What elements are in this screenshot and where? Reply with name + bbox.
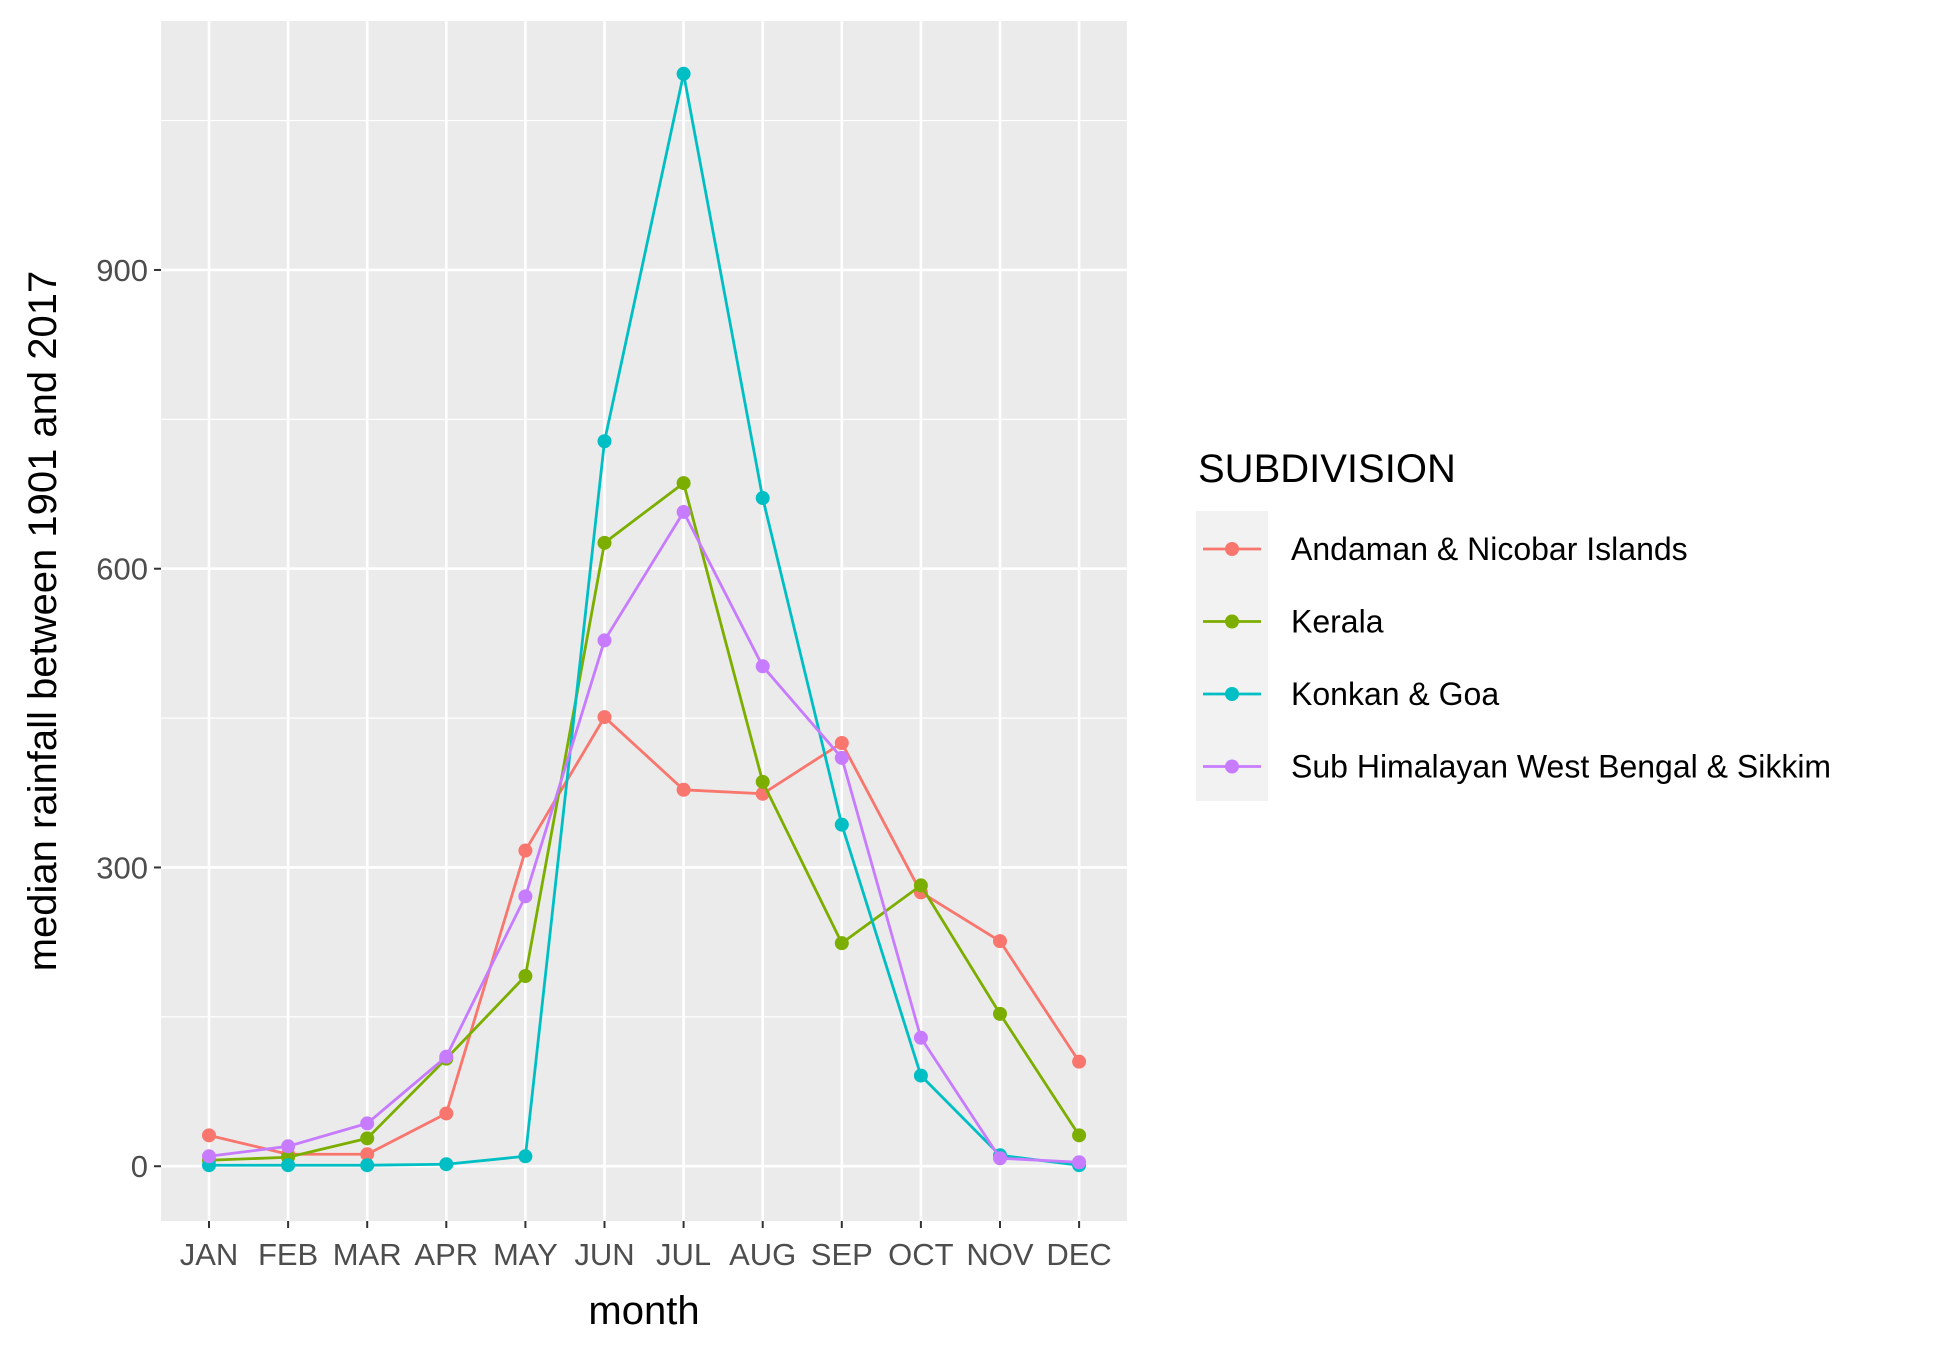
data-point xyxy=(360,1131,375,1146)
legend-key-point xyxy=(1225,542,1239,556)
data-point xyxy=(518,843,533,858)
data-point xyxy=(518,1149,533,1164)
x-tick-label: JAN xyxy=(180,1237,239,1272)
data-point xyxy=(676,476,691,491)
data-point xyxy=(834,936,849,951)
data-point xyxy=(993,1151,1007,1166)
data-point xyxy=(913,1068,928,1083)
data-point xyxy=(676,504,691,519)
y-tick-label: 0 xyxy=(131,1149,148,1184)
data-point xyxy=(439,1049,454,1064)
y-axis: 0 300 600 900 xyxy=(96,253,161,1184)
x-tick-label: AUG xyxy=(729,1237,796,1272)
series-line xyxy=(208,715,1081,1156)
y-tick-label: 600 xyxy=(96,552,148,587)
x-tick-label: JUN xyxy=(574,1237,634,1272)
data-point xyxy=(755,659,770,674)
data-point xyxy=(281,1139,296,1154)
series-line xyxy=(209,72,1080,1167)
data-point xyxy=(360,1116,375,1131)
data-point xyxy=(913,878,928,893)
legend-key-point xyxy=(1225,614,1239,629)
legend-label: Konkan & Goa xyxy=(1291,676,1499,712)
legend-label: Andaman & Nicobar Islands xyxy=(1291,531,1688,567)
data-point xyxy=(834,817,849,832)
series-3 xyxy=(202,504,1087,1170)
x-axis: JAN FEB MAR APR MAY JUN JUL AUG SEP OCT NOV DEC xyxy=(180,1221,1112,1272)
data-point xyxy=(1072,1054,1087,1069)
x-tick-label: OCT xyxy=(888,1237,954,1272)
legend-key-point xyxy=(1225,759,1239,774)
data-point xyxy=(597,710,612,725)
data-point xyxy=(439,1106,454,1121)
data-point xyxy=(597,434,612,449)
x-tick-label: JUL xyxy=(656,1237,711,1272)
data-point xyxy=(993,1006,1007,1021)
data-point xyxy=(755,774,770,789)
y-tick-label: 300 xyxy=(96,850,148,885)
data-point xyxy=(834,750,849,765)
data-point xyxy=(360,1158,375,1173)
data-point xyxy=(993,934,1007,949)
grid-major xyxy=(161,21,1127,1221)
data-point xyxy=(913,1030,928,1045)
data-point xyxy=(834,735,849,750)
data-point xyxy=(676,782,691,797)
legend-item: Andaman & Nicobar Islands xyxy=(1203,531,1688,567)
data-point xyxy=(676,66,691,81)
plot-panel xyxy=(161,21,1127,1221)
legend-item: Sub Himalayan West Bengal & Sikkim xyxy=(1203,749,1831,785)
legend-item: Kerala xyxy=(1203,604,1384,640)
data-point xyxy=(597,535,612,550)
x-tick-label: SEP xyxy=(811,1237,873,1272)
x-tick-label: MAY xyxy=(493,1237,558,1272)
data-point xyxy=(202,1149,216,1164)
data-point xyxy=(755,491,770,506)
x-axis-label: month xyxy=(588,1289,699,1333)
x-tick-label: MAR xyxy=(333,1237,402,1272)
legend-title: SUBDIVISION xyxy=(1198,447,1456,491)
x-tick-label: NOV xyxy=(966,1237,1034,1272)
legend: SUBDIVISION Andaman & Nicobar Islands Ker… xyxy=(1196,447,1831,801)
y-tick-label: 900 xyxy=(96,253,148,288)
series-line xyxy=(208,510,1080,1164)
data-point xyxy=(202,1128,216,1143)
data-point xyxy=(1072,1155,1087,1170)
data-point xyxy=(518,969,533,984)
grid-minor xyxy=(161,119,1127,1018)
data-point xyxy=(597,633,612,648)
data-point xyxy=(439,1157,454,1172)
series-layer xyxy=(202,66,1087,1173)
legend-key-background xyxy=(1196,511,1268,801)
legend-key-point xyxy=(1225,687,1239,701)
data-point xyxy=(518,889,533,904)
legend-label: Sub Himalayan West Bengal & Sikkim xyxy=(1291,749,1831,785)
data-point xyxy=(360,1147,375,1162)
data-point xyxy=(1072,1128,1087,1143)
x-tick-label: FEB xyxy=(258,1237,318,1272)
y-axis-label: median rainfall between 1901 and 2017 xyxy=(21,271,65,972)
series-line xyxy=(208,481,1081,1162)
x-tick-label: DEC xyxy=(1046,1237,1111,1272)
legend-label: Kerala xyxy=(1291,604,1384,640)
data-point xyxy=(281,1158,296,1173)
legend-item: Konkan & Goa xyxy=(1203,676,1499,712)
series-2 xyxy=(202,66,1087,1173)
x-tick-label: APR xyxy=(414,1237,478,1272)
